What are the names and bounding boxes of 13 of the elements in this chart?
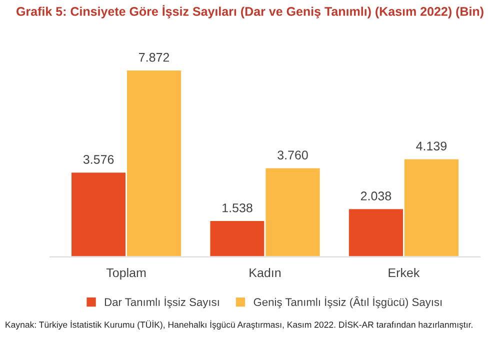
x-tick-label: Kadın bbox=[250, 268, 281, 278]
data-label: 2.038 bbox=[360, 192, 392, 200]
x-tick-label: Erkek bbox=[388, 268, 420, 278]
chart-title: Grafik 5: Cinsiyete Göre İşsiz Sayıları (Dar ve Geniş Tanımlı) (Kasım 2022) (Bin) bbox=[16, 5, 484, 18]
data-label: 3.760 bbox=[278, 150, 308, 160]
data-label: 7.872 bbox=[139, 52, 170, 62]
text: Kaynak: Türkiye İstatistik Kurumu (TÜİK), Hanehalkı İşgücü Araştırması, Kasım 2022. DİSK-AR tarafından hazırlanmıştır. bbox=[6, 320, 472, 330]
x-tick-label: Toplam bbox=[106, 268, 146, 280]
data-label: 3.576 bbox=[83, 155, 114, 164]
data-label: 4.139 bbox=[416, 142, 446, 150]
legend-label: Geniş Tanımlı İşsiz (Âtıl İşgücü) Sayısı bbox=[254, 296, 442, 308]
data-label: 1.538 bbox=[222, 203, 252, 212]
legend-label: Dar Tanımlı İşsiz Sayısı bbox=[104, 296, 219, 308]
